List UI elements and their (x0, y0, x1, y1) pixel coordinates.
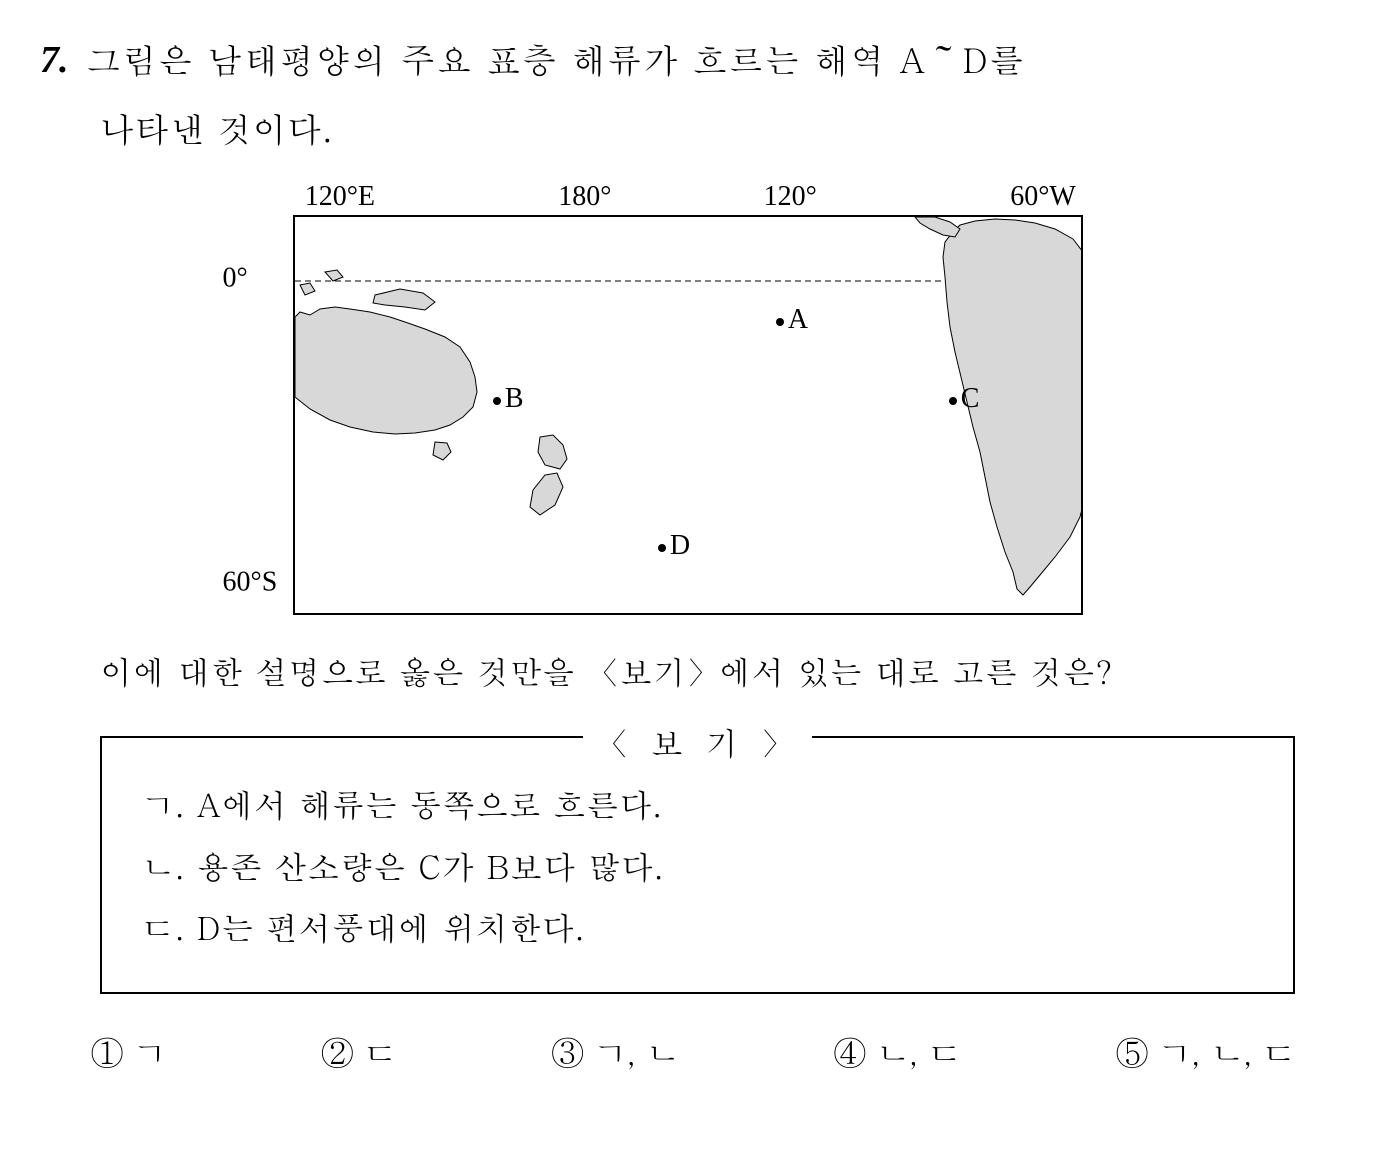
map-point-C: C (949, 377, 980, 422)
latitude-label: 0° (223, 257, 248, 302)
map-frame: A B C D (293, 215, 1083, 615)
bogi-item: ㄷ. D는 편서풍대에 위치한다. (142, 901, 1263, 952)
bogi-item: ㄴ. 용존 산소량은 C가 B보다 많다. (142, 840, 1263, 891)
answer-option[interactable]: ④ㄴ, ㄷ (833, 1024, 961, 1078)
question-number: 7. (40, 30, 69, 91)
point-dot-icon (493, 397, 501, 405)
landmass-island1 (300, 283, 315, 295)
bogi-box: 〈 보 기 〉 ㄱ. A에서 해류는 동쪽으로 흐른다.ㄴ. 용존 산소량은 C… (100, 736, 1295, 994)
answer-options: ①ㄱ ②ㄷ ③ㄱ, ㄴ ④ㄴ, ㄷ ⑤ㄱ, ㄴ, ㄷ (90, 1024, 1295, 1078)
option-number: ④ (833, 1024, 867, 1078)
option-number: ⑤ (1115, 1024, 1149, 1078)
bogi-label: 〈 보 기 〉 (583, 716, 813, 767)
latitude-label: 60°S (223, 561, 278, 606)
option-number: ① (90, 1024, 124, 1078)
landmass-island2 (325, 270, 343, 281)
answer-option[interactable]: ⑤ㄱ, ㄴ, ㄷ (1115, 1024, 1295, 1078)
answer-option[interactable]: ②ㄷ (320, 1024, 396, 1078)
map-figure: 120°E 180° 120° 60°W 0° 60°S (40, 175, 1335, 615)
question-text-line2: 나타낸 것이다. (100, 101, 1335, 155)
answer-option[interactable]: ①ㄱ (90, 1024, 166, 1078)
option-text: ㄴ, ㄷ (877, 1026, 961, 1077)
map-point-A: A (776, 298, 808, 343)
landmass-central-america (915, 217, 960, 237)
question-text-line1: 그림은 남태평양의 주요 표층 해류가 흐르는 해역 A～D를 (87, 30, 1026, 88)
longitude-label: 120°E (305, 175, 375, 220)
map-container: 120°E180°120°60°W 0°60°S (293, 175, 1083, 615)
bogi-item: ㄱ. A에서 해류는 동쪽으로 흐른다. (142, 778, 1263, 829)
point-label: A (788, 304, 808, 335)
point-dot-icon (949, 397, 957, 405)
map-point-D: D (658, 524, 690, 569)
longitude-label: 60°W (1010, 175, 1076, 220)
point-dot-icon (658, 544, 666, 552)
answer-option[interactable]: ③ㄱ, ㄴ (551, 1024, 679, 1078)
option-text: ㄱ, ㄴ (595, 1026, 679, 1077)
longitude-label: 180° (558, 175, 611, 220)
longitude-label: 120° (764, 175, 817, 220)
option-text: ㄱ (134, 1026, 166, 1077)
option-text: ㄱ, ㄴ, ㄷ (1159, 1026, 1295, 1077)
bogi-container: 〈 보 기 〉 ㄱ. A에서 해류는 동쪽으로 흐른다.ㄴ. 용존 산소량은 C… (100, 736, 1295, 994)
landmass-australia (295, 307, 477, 434)
point-label: D (670, 530, 690, 561)
landmass-nz-north (538, 435, 567, 469)
point-dot-icon (776, 318, 784, 326)
point-label: B (505, 383, 524, 414)
landmass-tasmania (433, 442, 451, 460)
question-header: 7. 그림은 남태평양의 주요 표층 해류가 흐르는 해역 A～D를 (40, 30, 1335, 91)
landmass-nz-south (530, 473, 563, 515)
sub-question: 이에 대한 설명으로 옳은 것만을 〈보기〉에서 있는 대로 고른 것은? (100, 645, 1295, 696)
map-point-B: B (493, 377, 524, 422)
option-number: ③ (551, 1024, 585, 1078)
option-text: ㄷ (364, 1026, 396, 1077)
landmass-png (373, 289, 435, 310)
point-label: C (961, 383, 980, 414)
option-number: ② (320, 1024, 354, 1078)
